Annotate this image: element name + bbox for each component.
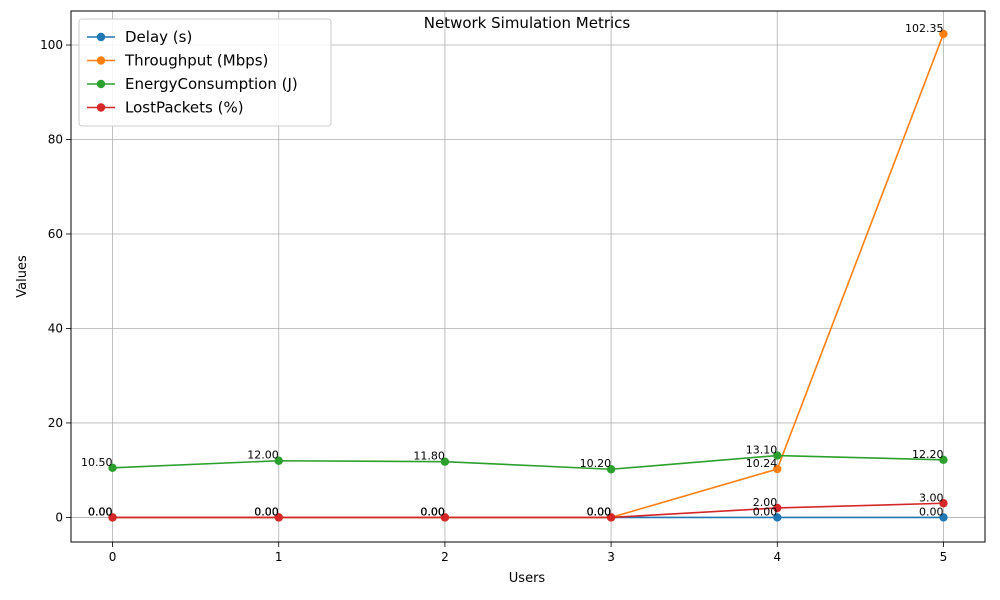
- x-tick-label: 0: [109, 550, 117, 564]
- data-point: [606, 465, 616, 474]
- legend-entry: EnergyConsumption (J): [125, 75, 298, 93]
- y-axis-label: Values: [15, 255, 30, 298]
- data-label: 0.00: [587, 505, 612, 518]
- data-point: [440, 513, 450, 522]
- data-point: [274, 513, 283, 522]
- axis-ticks: 0 1 2 3 4 5 0 20 40 60 80 100: [40, 38, 947, 564]
- legend-marker: [96, 79, 106, 89]
- data-label: 0.00: [88, 505, 113, 518]
- legend-entry: Delay (s): [125, 28, 192, 46]
- x-tick-label: 4: [773, 550, 781, 564]
- data-label: 102.35: [905, 22, 944, 35]
- data-label: 0.00: [587, 505, 612, 518]
- data-label: 0.00: [420, 505, 445, 518]
- data-point: [108, 513, 117, 522]
- y-tick-label: 40: [48, 321, 63, 335]
- data-point: [939, 513, 948, 522]
- legend-marker: [96, 32, 106, 42]
- data-point: [773, 513, 782, 522]
- data-point: [274, 456, 283, 465]
- data-label: 0.00: [587, 505, 612, 518]
- data-label: 12.20: [912, 448, 944, 461]
- data-label: 0.00: [88, 505, 113, 518]
- data-point: [939, 455, 948, 464]
- plot-frame: [70, 10, 986, 543]
- series-line: [112, 454, 944, 471]
- y-tick-label: 20: [48, 416, 63, 430]
- data-label: 13.10: [746, 444, 778, 457]
- data-label: 0.00: [254, 505, 279, 518]
- data-label: 12.00: [247, 449, 279, 462]
- x-tick-label: 2: [441, 550, 449, 564]
- series-layer: [108, 29, 948, 522]
- series-line: [112, 502, 944, 519]
- data-label: 11.80: [413, 450, 445, 463]
- legend-entry: Throughput (Mbps): [124, 52, 268, 70]
- data-point: [939, 499, 948, 508]
- legend: Delay (s) Throughput (Mbps) EnergyConsumpt…: [78, 18, 332, 127]
- data-label: 10.24: [746, 457, 778, 470]
- data-label: 2.00: [753, 496, 778, 509]
- data-label: 0.00: [254, 505, 279, 518]
- data-label: 10.20: [580, 457, 612, 470]
- x-tick-label: 5: [940, 550, 948, 564]
- legend-marker: [96, 103, 106, 112]
- data-label: 0.00: [919, 505, 944, 518]
- data-point: [440, 457, 450, 466]
- data-point: [773, 503, 782, 513]
- y-tick-label: 60: [48, 227, 63, 241]
- data-label: 0.00: [420, 505, 445, 518]
- y-tick-label: 80: [48, 132, 63, 146]
- data-label: 10.50: [81, 456, 113, 469]
- data-label: 0.00: [753, 505, 778, 518]
- data-label: 0.00: [254, 505, 279, 518]
- data-label: 3.00: [919, 491, 944, 504]
- data-label: 0.00: [88, 505, 113, 518]
- data-label: 0.00: [420, 505, 445, 518]
- x-axis-label: Users: [509, 571, 546, 586]
- data-point: [773, 464, 782, 474]
- data-point: [606, 513, 616, 522]
- data-point: [773, 451, 782, 460]
- data-labels: 0.00 0.00 0.00 0.00 0.00 0.000.00 0.00 0.00 0.00…: [81, 22, 943, 519]
- data-point: [939, 29, 948, 39]
- legend-box: [78, 18, 332, 127]
- legend-entry: LostPackets (%): [125, 99, 244, 117]
- y-tick-label: 100: [40, 38, 63, 52]
- data-point: [108, 463, 117, 473]
- y-tick-label: 0: [55, 510, 63, 524]
- chart-title: Network Simulation Metrics: [424, 14, 631, 32]
- x-tick-label: 1: [275, 550, 283, 564]
- x-tick-label: 3: [607, 550, 615, 564]
- legend-marker: [96, 56, 106, 65]
